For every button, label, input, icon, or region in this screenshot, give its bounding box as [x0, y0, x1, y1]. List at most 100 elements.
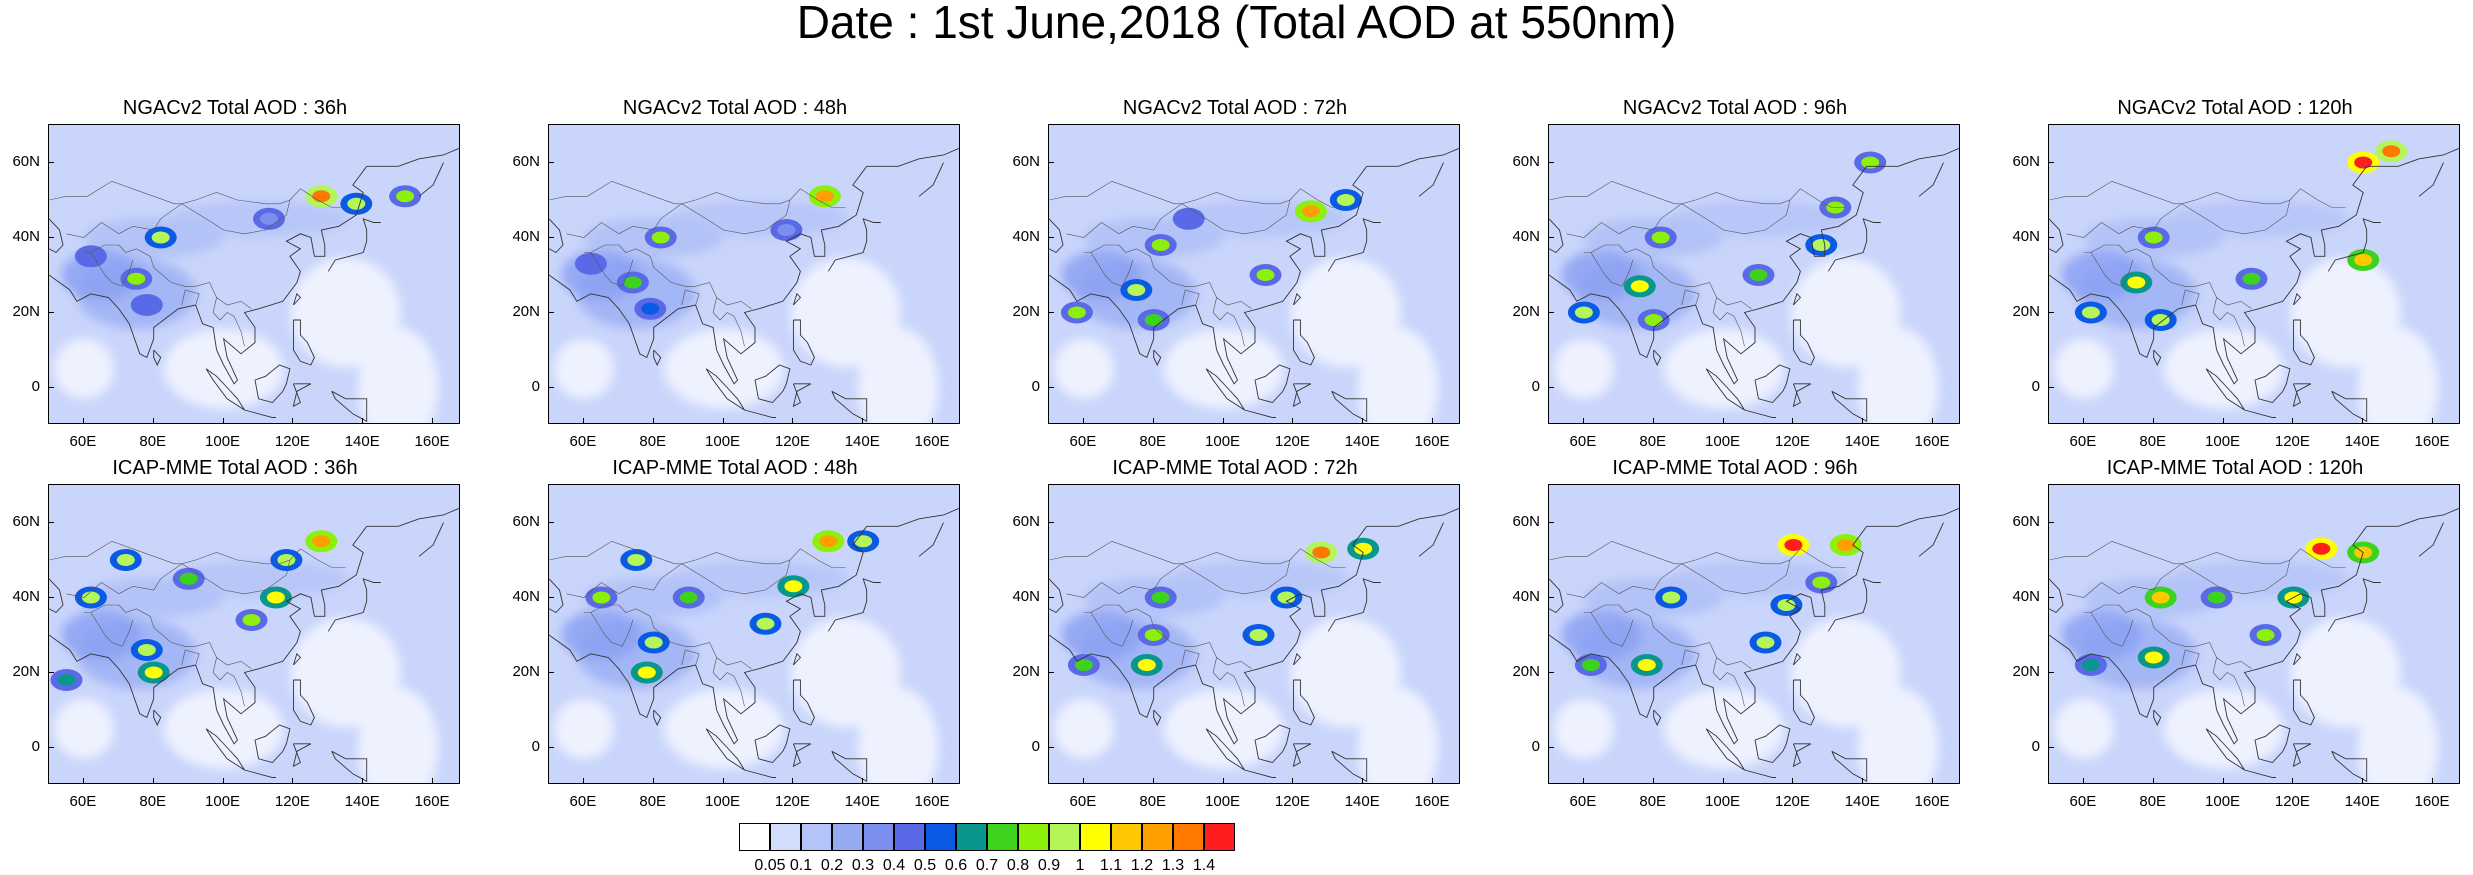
coastline	[1705, 368, 1745, 411]
lat-tick	[548, 236, 554, 238]
aod-hotspot	[347, 197, 366, 210]
aod-hotspot	[151, 231, 170, 244]
aerosol-region	[61, 610, 142, 660]
lon-tick-label: 140E	[344, 433, 380, 450]
aod-hotspot	[1644, 314, 1663, 326]
map-panel-ngacv2-120h: NGACv2 Total AOD : 120h 60N 40N 20N 0 60E 80E 1…	[2000, 96, 2470, 466]
lat-tick	[48, 386, 54, 388]
country-border	[2090, 612, 2134, 647]
lon-tick	[2432, 778, 2434, 784]
clean-air-region	[2358, 687, 2439, 783]
aod-hotspot	[260, 212, 278, 225]
lat-tick-label: 60N	[12, 512, 40, 530]
lon-tick-label: 160E	[1414, 793, 1450, 810]
clean-air-region	[290, 257, 401, 368]
aod-map	[48, 124, 460, 424]
country-border	[1212, 657, 1245, 707]
coastline	[2292, 319, 2315, 366]
lat-tick	[2048, 671, 2054, 673]
aod-field-svg	[1049, 147, 1459, 423]
aerosol-region	[1668, 200, 1849, 237]
aod-hotspot	[2144, 231, 2163, 244]
coastline	[831, 750, 868, 783]
clean-air-region	[553, 338, 614, 399]
aod-hotspot	[2081, 306, 2100, 319]
aod-hotspot	[179, 572, 198, 585]
lon-tick	[652, 778, 654, 784]
colorbar-swatch	[1111, 823, 1142, 851]
lon-tick-label: 80E	[1639, 433, 1667, 450]
country-border	[2212, 297, 2245, 347]
lon-tick	[1792, 418, 1794, 424]
coastline	[1153, 349, 1162, 367]
coastline	[549, 147, 959, 385]
lat-tick-label: 20N	[1012, 662, 1040, 680]
clean-air-region	[663, 328, 784, 409]
clean-air-region	[1790, 617, 1901, 728]
country-border	[212, 297, 245, 347]
aod-hotspot	[242, 614, 261, 626]
lon-tick-label: 80E	[2139, 433, 2167, 450]
colorbar-swatch	[832, 823, 863, 851]
coastline	[2153, 349, 2162, 367]
lon-tick	[82, 778, 84, 784]
lon-tick-label: 140E	[1344, 793, 1380, 810]
map-panel-icap-mme-96h: ICAP-MME Total AOD : 96h 60N 40N 20N 0 60E 80E…	[1500, 456, 1970, 826]
aod-hotspot	[623, 276, 642, 289]
country-border	[90, 252, 134, 287]
coastline	[827, 218, 881, 272]
coastline	[1549, 147, 1959, 385]
lon-tick	[2152, 778, 2154, 784]
country-border	[1066, 582, 1119, 598]
lon-tick	[932, 418, 934, 424]
aod-hotspot	[679, 591, 698, 604]
aod-field-svg	[1049, 507, 1459, 783]
aerosol-region	[168, 560, 349, 597]
country-border	[83, 244, 252, 310]
aod-field-svg	[2049, 140, 2459, 423]
aod-hotspot	[1144, 314, 1163, 326]
clean-air-region	[53, 338, 114, 399]
lon-tick-label: 160E	[2414, 433, 2450, 450]
coastline	[918, 162, 944, 197]
country-border	[1083, 604, 1252, 670]
country-border	[712, 297, 745, 347]
aod-hotspot	[1312, 546, 1331, 559]
lon-tick	[1292, 778, 1294, 784]
country-border	[181, 199, 291, 235]
lon-tick-label: 60E	[2069, 793, 2097, 810]
aod-hotspot	[1256, 269, 1275, 281]
lat-tick	[548, 671, 554, 673]
clean-air-region	[1053, 698, 1114, 759]
coastline	[1754, 364, 1791, 404]
colorbar-label: 0.5	[913, 857, 937, 874]
country-border	[618, 188, 846, 235]
coastline	[1744, 409, 1776, 418]
lat-tick	[548, 596, 554, 598]
aod-hotspot	[137, 644, 156, 656]
aod-hotspot	[1630, 280, 1649, 293]
lon-tick	[1652, 418, 1654, 424]
country-border	[1681, 649, 1700, 666]
country-border	[212, 657, 245, 707]
colorbar-label: 0.8	[1006, 857, 1030, 874]
lat-tick	[548, 311, 554, 313]
lon-tick	[1582, 778, 1584, 784]
aod-hotspot	[81, 250, 100, 263]
map-panel-icap-mme-72h: ICAP-MME Total AOD : 72h 60N 40N 20N 0 60E 80E…	[1000, 456, 1470, 826]
lat-tick-label: 0	[1031, 377, 1040, 395]
country-border	[118, 188, 346, 235]
country-border	[1090, 252, 1134, 287]
coastline	[1049, 507, 1459, 745]
country-border	[2049, 540, 2182, 565]
lon-tick	[1432, 778, 1434, 784]
coastline	[1418, 522, 1444, 557]
coastline	[549, 578, 564, 614]
coastline	[831, 390, 868, 423]
clean-air-region	[1858, 327, 1939, 423]
aod-map	[48, 484, 460, 784]
lat-tick	[2048, 386, 2054, 388]
lon-tick-label: 60E	[69, 793, 97, 810]
lat-tick	[1548, 161, 1554, 163]
lon-tick	[1432, 418, 1434, 424]
